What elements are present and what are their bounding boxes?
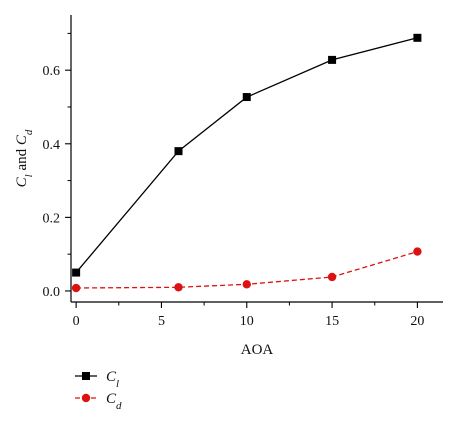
x-tick-label: 0 xyxy=(73,314,80,329)
series-2 xyxy=(71,247,422,293)
data-point xyxy=(71,283,81,293)
y-tick-label: 0.4 xyxy=(43,138,61,153)
data-point xyxy=(327,272,337,282)
series-line xyxy=(75,37,418,274)
y-axis-label-c2: C xyxy=(14,134,30,145)
y-tick-label: 0.0 xyxy=(43,285,61,300)
data-point xyxy=(413,33,422,42)
y-tick-label: 0.6 xyxy=(43,64,61,79)
y-tick-label: 0.2 xyxy=(43,211,61,226)
data-point xyxy=(413,247,422,256)
y-axis-label-c1: C xyxy=(14,176,30,187)
series-1 xyxy=(72,33,422,277)
series-layer xyxy=(71,33,422,293)
y-axis-label-sub1: l xyxy=(23,174,35,177)
x-tick-label: 5 xyxy=(158,314,165,329)
data-point xyxy=(174,147,183,156)
legend-marker xyxy=(81,393,91,403)
legend-label: Cd xyxy=(106,391,122,412)
legend-label: Cl xyxy=(106,369,119,390)
data-point xyxy=(72,268,81,277)
axes xyxy=(70,15,443,303)
ticks: 0 5 10 15 20 0.0 0.2 0.4 0.6 xyxy=(43,32,424,329)
y-axis-label-sub2: d xyxy=(23,129,35,135)
x-axis-label: AOA xyxy=(241,342,274,358)
data-point xyxy=(242,280,251,289)
data-point xyxy=(328,55,337,64)
data-point xyxy=(242,93,251,102)
legend-item: Cd xyxy=(75,391,122,412)
y-axis-label: Cl and Cd xyxy=(14,129,35,187)
x-tick-label: 10 xyxy=(240,314,254,329)
legend-item: Cl xyxy=(75,369,119,390)
legend-marker xyxy=(82,372,90,380)
x-tick-label: 20 xyxy=(410,314,424,329)
x-tick-label: 15 xyxy=(325,314,339,329)
data-point xyxy=(174,283,183,292)
y-axis-label-conj: and xyxy=(14,145,30,174)
